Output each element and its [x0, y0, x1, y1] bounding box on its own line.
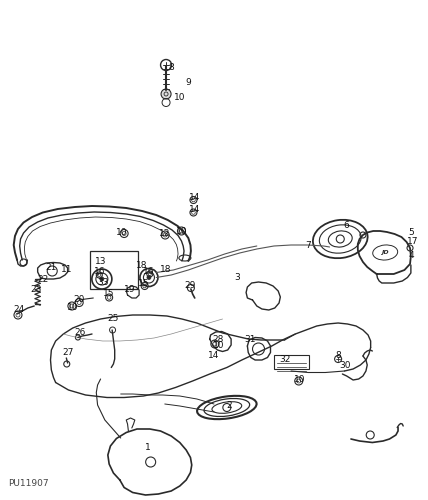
Text: 16: 16 [143, 267, 155, 276]
Text: 19: 19 [124, 286, 135, 294]
Text: 4: 4 [408, 250, 414, 260]
Text: 6: 6 [344, 220, 350, 230]
Text: 10: 10 [67, 303, 78, 312]
Text: 21: 21 [46, 264, 57, 272]
Text: 10: 10 [294, 376, 305, 384]
Text: 18: 18 [136, 260, 147, 270]
Text: 7: 7 [305, 240, 311, 250]
Text: 16: 16 [94, 267, 105, 276]
Text: 28: 28 [213, 336, 224, 344]
Text: 32: 32 [279, 356, 290, 364]
Text: 14: 14 [208, 350, 220, 360]
Text: 10: 10 [213, 340, 224, 349]
Text: 18: 18 [160, 264, 172, 274]
Text: 20: 20 [74, 294, 85, 304]
Bar [274, 355, 309, 369]
Text: 24: 24 [14, 306, 25, 314]
Text: 33: 33 [97, 278, 108, 287]
Text: 23: 23 [31, 284, 42, 294]
Text: 14: 14 [189, 206, 200, 214]
Text: 31: 31 [245, 336, 256, 344]
Text: 13: 13 [95, 257, 106, 266]
Text: 10: 10 [174, 94, 185, 102]
Text: 8: 8 [335, 350, 341, 360]
Text: 10: 10 [116, 228, 128, 237]
Text: 12: 12 [159, 230, 170, 238]
Text: 5: 5 [408, 228, 414, 237]
Text: PU11907: PU11907 [8, 479, 49, 488]
Text: 3: 3 [235, 273, 241, 282]
Text: 30: 30 [339, 360, 350, 370]
Circle shape [147, 276, 151, 280]
Text: 15: 15 [138, 280, 149, 288]
Text: 14: 14 [189, 193, 200, 202]
Text: 1: 1 [145, 443, 151, 452]
Text: 9: 9 [185, 78, 191, 87]
Text: 22: 22 [37, 274, 48, 283]
Text: 15: 15 [104, 290, 115, 298]
Text: JD: JD [381, 250, 389, 255]
Circle shape [161, 89, 171, 99]
Text: 25: 25 [108, 314, 119, 323]
Text: 29: 29 [185, 282, 196, 290]
Text: 26: 26 [75, 328, 86, 337]
Text: 2: 2 [226, 400, 232, 409]
Text: 8: 8 [168, 63, 174, 72]
Text: 27: 27 [62, 348, 73, 357]
Bar [90, 251, 138, 289]
Text: 17: 17 [407, 237, 419, 246]
Text: 10: 10 [176, 228, 187, 236]
Text: 11: 11 [61, 266, 72, 274]
Circle shape [100, 277, 104, 281]
